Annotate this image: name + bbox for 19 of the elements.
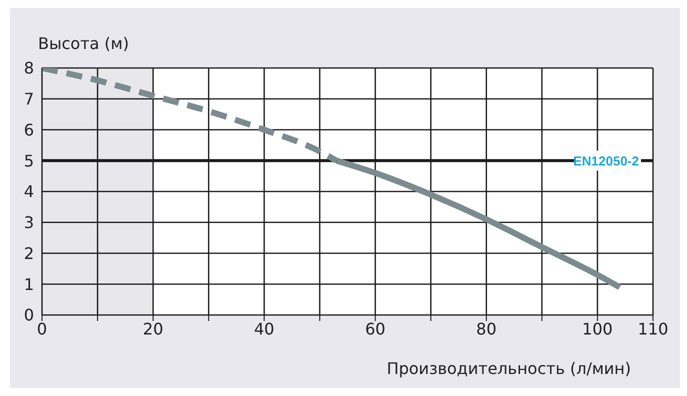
- y-tick-label: 5: [24, 151, 34, 170]
- y-tick-label: 3: [24, 213, 34, 232]
- y-tick-label: 2: [24, 244, 34, 263]
- x-tick-label: 110: [638, 319, 668, 338]
- y-tick-label: 7: [24, 90, 34, 109]
- x-tick-label: 60: [365, 319, 386, 338]
- x-tick-label: 0: [36, 319, 48, 338]
- x-tick-label: 100: [582, 319, 613, 338]
- x-tick-label: 80: [476, 319, 497, 338]
- y-tick-label: 1: [24, 274, 34, 294]
- y-tick-label: 0: [24, 306, 34, 325]
- x-tick-label: 20: [142, 319, 164, 338]
- y-tick-label: 6: [24, 120, 34, 140]
- y-axis-title: Высота (м): [38, 34, 129, 53]
- y-tick-label: 8: [24, 58, 34, 78]
- x-tick-label: 40: [254, 319, 274, 338]
- ref-line-label: EN12050-2: [573, 154, 639, 169]
- y-tick-label: 4: [24, 182, 34, 202]
- x-axis-title: Производительность (л/мин): [386, 359, 631, 378]
